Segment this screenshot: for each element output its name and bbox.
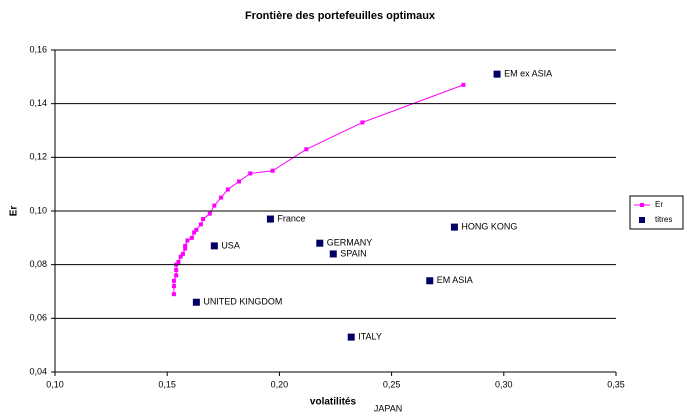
point-label: UNITED KINGDOM [203, 297, 282, 307]
legend-marker [640, 203, 644, 207]
legend-marker [639, 217, 645, 223]
y-tick-label: 0,06 [29, 313, 47, 323]
point [171, 284, 176, 289]
y-axis-label: Er [9, 206, 20, 217]
chart-title: Frontière des portefeuilles optimaux [245, 10, 436, 22]
point [192, 298, 200, 306]
point [171, 278, 176, 283]
point [270, 168, 275, 173]
point-label: EM ex ASIA [504, 69, 552, 79]
x-tick-label: 0,15 [158, 379, 176, 389]
y-tick-label: 0,04 [29, 366, 47, 376]
point [180, 251, 185, 256]
x-tick-label: 0,20 [271, 379, 289, 389]
point [176, 259, 181, 264]
point [248, 171, 253, 176]
y-tick-label: 0,08 [29, 259, 47, 269]
point [210, 242, 218, 250]
point [174, 273, 179, 278]
point [207, 211, 212, 216]
point [219, 195, 224, 200]
legend-label: titres [655, 215, 672, 224]
point [198, 222, 203, 227]
point [304, 147, 309, 152]
point [266, 215, 274, 223]
point [461, 82, 466, 87]
legend-box [629, 195, 684, 230]
y-tick-label: 0,10 [29, 205, 47, 215]
point [426, 277, 434, 285]
point [183, 246, 188, 251]
y-tick-label: 0,14 [29, 98, 47, 108]
point [201, 217, 206, 222]
point [194, 227, 199, 232]
plot-area [171, 70, 501, 341]
point [185, 238, 190, 243]
point-label: France [277, 213, 305, 223]
y-tick-label: 0,12 [29, 152, 47, 162]
point [347, 333, 355, 341]
point [316, 239, 324, 247]
point [225, 187, 230, 192]
point [493, 70, 501, 78]
point [189, 235, 194, 240]
x-tick-label: 0,10 [46, 379, 64, 389]
point-label: USA [221, 240, 240, 250]
point [183, 243, 188, 248]
point [192, 230, 197, 235]
x-tick-label: 0,25 [383, 379, 401, 389]
point [237, 179, 242, 184]
point [329, 250, 337, 258]
point [174, 268, 179, 273]
point [450, 223, 458, 231]
x-tick-label: 0,35 [607, 379, 625, 389]
point-label: SPAIN [340, 248, 366, 258]
point [360, 120, 365, 125]
point-label: EM ASIA [437, 275, 473, 285]
x-tick-label: 0,30 [495, 379, 513, 389]
point-label: HONG KONG [461, 221, 517, 231]
legend-label: Er [655, 200, 663, 209]
y-tick-label: 0,16 [29, 44, 47, 54]
point [212, 203, 217, 208]
point-label: GERMANY [327, 238, 373, 248]
point [178, 254, 183, 259]
point [171, 292, 176, 297]
x-axis-label: volatilités [310, 397, 357, 408]
point-label: ITALY [358, 331, 382, 341]
point-label: JAPAN [374, 403, 402, 413]
